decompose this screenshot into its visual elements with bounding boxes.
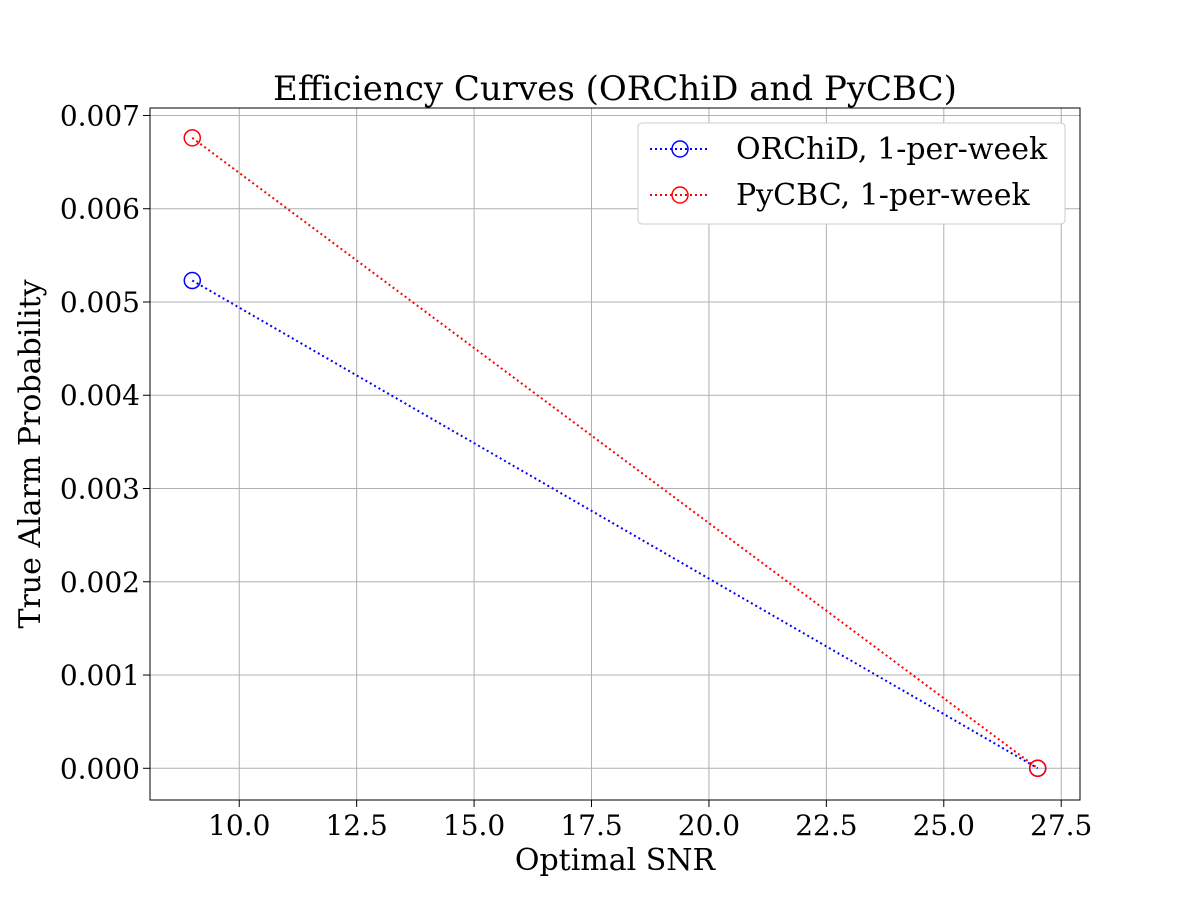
x-tick-label: 17.5: [560, 809, 622, 842]
chart-title: Efficiency Curves (ORChiD and PyCBC): [273, 69, 957, 109]
plot-area-frame: [149, 107, 1081, 801]
legend-marker-swatch: [671, 140, 689, 158]
x-tick-label: 12.5: [325, 809, 387, 842]
x-axis-title: Optimal SNR: [515, 843, 717, 878]
x-tick-label: 15.0: [443, 809, 505, 842]
y-tick-label: 0.000: [60, 752, 140, 785]
legend-marker-swatch: [671, 186, 689, 204]
legend-entries: ORChiD, 1-per-week PyCBC, 1-per-week: [650, 132, 1048, 213]
data-point: [183, 129, 202, 147]
series-line: [191, 279, 1039, 770]
x-tick-label: 25.0: [913, 809, 975, 842]
series-1: [183, 271, 1047, 778]
y-tick-label: 0.007: [60, 99, 140, 132]
plot-series: [183, 129, 1047, 778]
legend-label: ORChiD, 1-per-week: [736, 132, 1048, 167]
x-tick-label: 22.5: [795, 809, 857, 842]
legend-frame: [637, 122, 1066, 225]
legend-entry: ORChiD, 1-per-week: [650, 132, 1048, 167]
x-tick-label: 27.5: [1030, 809, 1092, 842]
legend-label: PyCBC, 1-per-week: [736, 178, 1030, 213]
x-tick-label: 20.0: [678, 809, 740, 842]
legend-entry: PyCBC, 1-per-week: [650, 178, 1030, 213]
y-tick-label: 0.006: [60, 193, 140, 226]
y-axis-title: True Alarm Probability: [13, 279, 48, 628]
legend: ORChiD, 1-per-week PyCBC, 1-per-week: [637, 122, 1066, 225]
y-tick-label: 0.004: [60, 379, 140, 412]
y-tick-label: 0.003: [60, 473, 140, 506]
series-2: [183, 129, 1047, 778]
y-tick-label: 0.005: [60, 286, 140, 319]
y-tick-label: 0.001: [60, 659, 140, 692]
data-point: [1028, 759, 1047, 778]
series-line: [191, 137, 1039, 770]
axis-ticks: 10.0 12.5 15.0 17.5 20.0 22.5 25.0 27.5 0.000 0.0…: [60, 99, 1093, 842]
x-tick-label: 10.0: [208, 809, 270, 842]
data-point: [183, 271, 202, 290]
y-tick-label: 0.002: [60, 566, 140, 599]
